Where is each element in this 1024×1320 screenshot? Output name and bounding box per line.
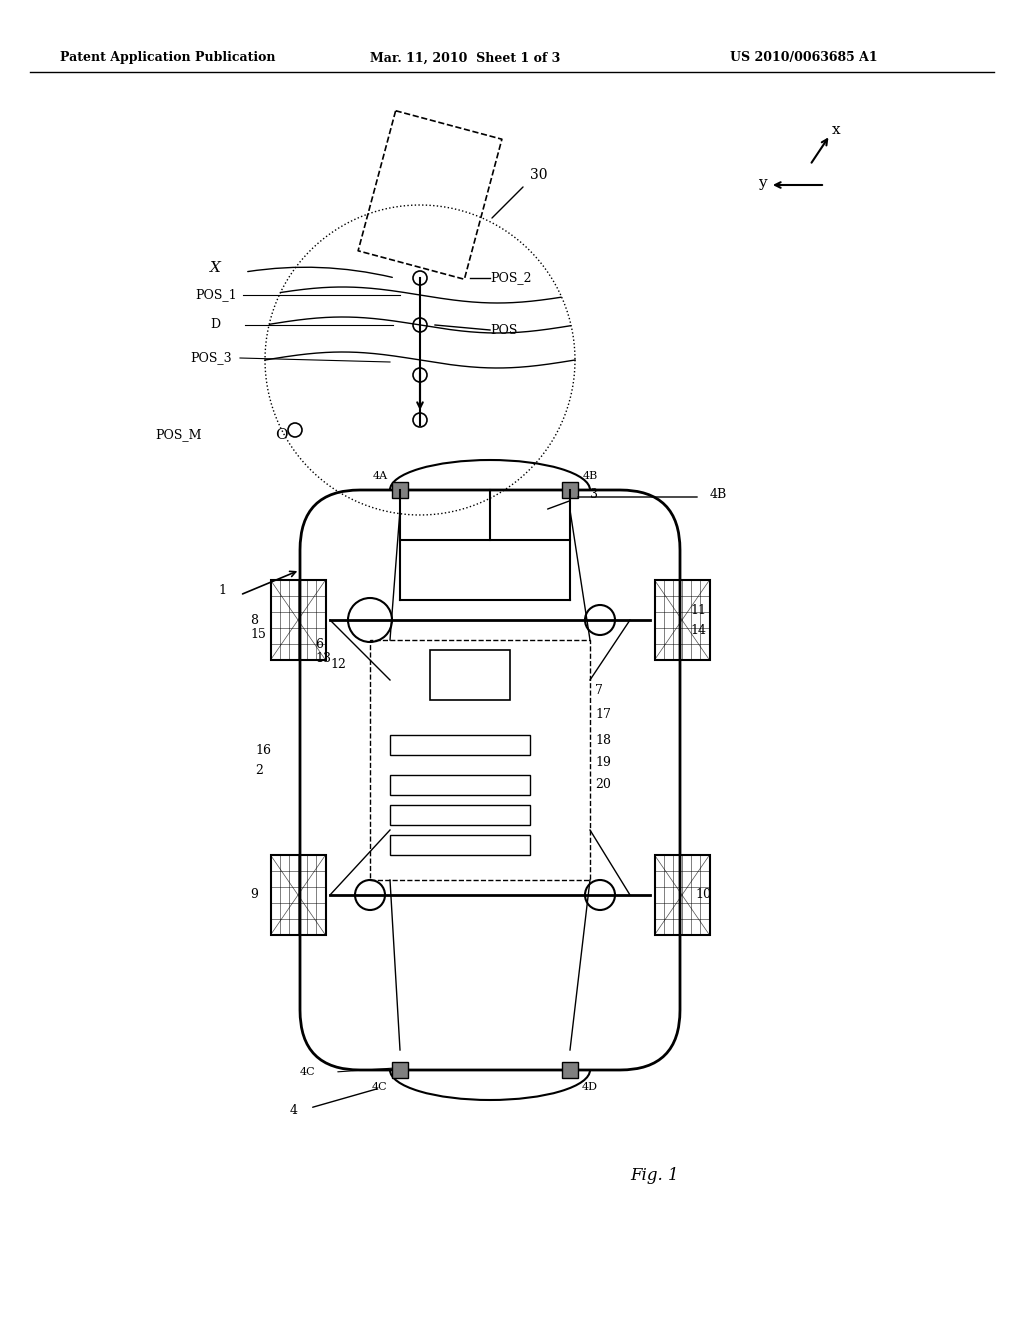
Text: 15: 15 [250, 628, 266, 642]
Text: 12: 12 [330, 659, 346, 672]
Text: O: O [275, 428, 288, 442]
Text: 16: 16 [255, 743, 271, 756]
Text: 14: 14 [690, 623, 706, 636]
Text: 13: 13 [315, 652, 331, 664]
Bar [562, 482, 578, 498]
Bar [562, 1063, 578, 1078]
Bar [392, 482, 408, 498]
Text: 20: 20 [595, 779, 611, 792]
Bar [654, 855, 710, 935]
Text: 4B: 4B [583, 471, 598, 480]
Bar [370, 640, 590, 880]
Text: 3: 3 [590, 488, 598, 502]
Text: POS_M: POS_M [155, 429, 202, 441]
Text: X: X [210, 261, 221, 275]
Text: 30: 30 [530, 168, 548, 182]
Text: 4B: 4B [710, 488, 727, 502]
Text: 1: 1 [218, 583, 226, 597]
Text: 10: 10 [695, 888, 711, 902]
Text: Fig. 1: Fig. 1 [630, 1167, 679, 1184]
Bar [654, 579, 710, 660]
Text: 6: 6 [315, 639, 323, 652]
Text: D: D [210, 318, 220, 331]
Text: 4C: 4C [300, 1067, 315, 1077]
Bar [390, 836, 530, 855]
Text: POS_2: POS_2 [490, 272, 531, 285]
Bar [270, 579, 326, 660]
Text: POS_1: POS_1 [195, 289, 237, 301]
Text: 4: 4 [290, 1104, 298, 1117]
Text: 4A: 4A [373, 471, 387, 480]
Text: 4D: 4D [582, 1082, 598, 1093]
Text: US 2010/0063685 A1: US 2010/0063685 A1 [730, 51, 878, 65]
Bar [390, 735, 530, 755]
Bar [392, 1063, 408, 1078]
Text: Patent Application Publication: Patent Application Publication [60, 51, 275, 65]
Bar [270, 855, 326, 935]
Bar [390, 775, 530, 795]
Text: 17: 17 [595, 709, 611, 722]
Text: POS: POS [490, 323, 517, 337]
Text: 8: 8 [250, 614, 258, 627]
Text: 7: 7 [595, 684, 603, 697]
Text: x: x [831, 123, 841, 137]
Text: POS_3: POS_3 [190, 351, 231, 364]
Text: 2: 2 [255, 763, 263, 776]
Text: 9: 9 [250, 888, 258, 902]
Text: 19: 19 [595, 755, 611, 768]
Text: Mar. 11, 2010  Sheet 1 of 3: Mar. 11, 2010 Sheet 1 of 3 [370, 51, 560, 65]
Bar [390, 805, 530, 825]
Bar [430, 649, 510, 700]
Text: 18: 18 [595, 734, 611, 747]
Text: 11: 11 [690, 603, 706, 616]
Text: y: y [758, 176, 767, 190]
Text: 4C: 4C [372, 1082, 388, 1093]
